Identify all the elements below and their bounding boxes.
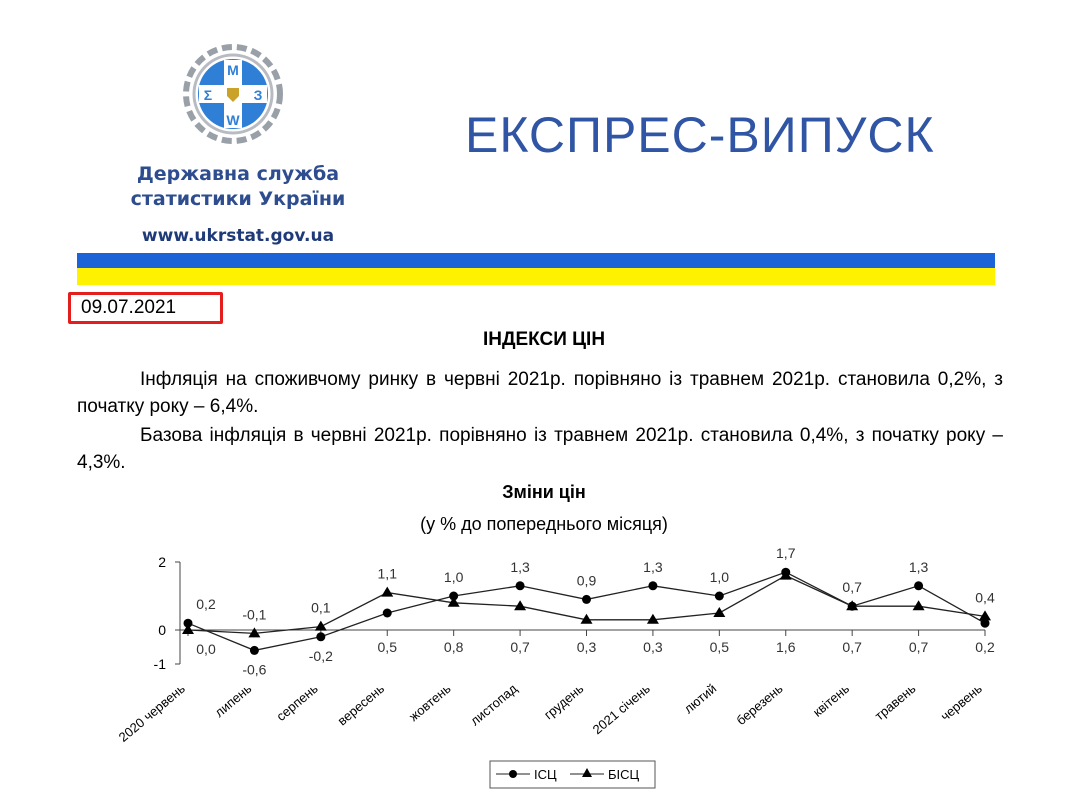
- data-label: 0,8: [444, 639, 464, 655]
- x-tick-label: лютий: [681, 681, 719, 717]
- data-point-triangle: [580, 613, 593, 624]
- chart-title: Зміни цін: [502, 482, 586, 502]
- data-label: 0,9: [577, 572, 597, 588]
- data-label: 1,6: [776, 639, 796, 655]
- org-name-line2: статистики України: [130, 188, 346, 210]
- data-label: 0,7: [909, 639, 929, 655]
- legend-marker-triangle: [582, 768, 592, 777]
- data-point-triangle: [846, 600, 859, 611]
- data-label: 0,7: [510, 639, 530, 655]
- data-point-circle: [382, 608, 392, 618]
- data-point-triangle: [314, 620, 327, 631]
- data-point-circle: [980, 618, 990, 628]
- data-label: 0,7: [842, 579, 862, 595]
- data-label: 0,2: [975, 639, 995, 655]
- paragraph-core-inflation: Базова інфляція в червні 2021р. порівнян…: [77, 425, 1003, 473]
- x-tick-label: жовтень: [406, 681, 454, 724]
- data-point-circle: [714, 591, 724, 601]
- legend-label-bisc: БІСЦ: [608, 767, 640, 782]
- svg-text:З: З: [254, 87, 263, 103]
- x-tick-label: липень: [212, 681, 255, 720]
- data-label: 1,0: [444, 569, 464, 585]
- data-point-circle: [449, 591, 459, 601]
- data-label: 1,3: [643, 559, 663, 575]
- x-tick-label: листопад: [467, 681, 520, 729]
- data-point-triangle: [514, 600, 527, 611]
- data-point-triangle: [912, 600, 925, 611]
- website-link[interactable]: www.ukrstat.gov.ua: [141, 226, 335, 246]
- data-label: 0,5: [378, 639, 398, 655]
- data-label: 0,7: [842, 639, 862, 655]
- y-tick-label: 2: [158, 554, 166, 570]
- x-tick-label: червень: [938, 681, 985, 724]
- svg-text:Σ: Σ: [204, 87, 212, 103]
- legend-marker-circle: [509, 770, 517, 778]
- data-point-circle: [914, 581, 924, 591]
- x-tick-label: вересень: [335, 681, 388, 729]
- org-name-line1: Державна служба: [136, 163, 340, 185]
- data-point-circle: [249, 645, 259, 655]
- data-label: -0,6: [242, 661, 266, 677]
- data-label: 0,4: [975, 589, 995, 605]
- x-tick-label: серпень: [273, 681, 320, 724]
- data-label: 0,2: [196, 596, 216, 612]
- data-label: 1,1: [378, 566, 398, 582]
- data-label: 0,5: [710, 639, 730, 655]
- data-point-circle: [316, 632, 326, 642]
- flag-stripe-yellow: [77, 268, 995, 285]
- data-label: 1,3: [909, 559, 929, 575]
- x-tick-label: 2021 січень: [590, 681, 653, 738]
- legend-label-isc: ІСЦ: [534, 767, 557, 782]
- data-label: -0,2: [309, 648, 333, 664]
- svg-text:W: W: [226, 112, 240, 128]
- svg-text:M: M: [227, 62, 239, 78]
- x-tick-label: грудень: [541, 681, 587, 723]
- data-point-triangle: [447, 596, 460, 607]
- data-label: -0,1: [242, 606, 266, 622]
- y-tick-label: 0: [158, 622, 166, 638]
- flag-stripe-blue: [77, 253, 995, 268]
- y-tick-label: -1: [154, 656, 167, 672]
- x-tick-label: квітень: [810, 681, 852, 720]
- data-label: 0,3: [577, 639, 597, 655]
- headline: ЕКСПРЕС-ВИПУСК: [465, 107, 935, 163]
- data-point-triangle: [182, 624, 194, 634]
- price-change-chart: -1 0 2 2020 червень липень серпень вересень жов…: [116, 545, 995, 789]
- data-label: 1,7: [776, 545, 796, 561]
- data-point-triangle: [646, 613, 659, 624]
- x-tick-label: березень: [733, 681, 785, 728]
- data-label: 1,3: [510, 559, 530, 575]
- data-point-triangle: [248, 627, 261, 638]
- chart-subtitle: (у % до попереднього місяця): [420, 514, 668, 534]
- data-point-triangle: [381, 586, 394, 597]
- data-label: 0,3: [643, 639, 663, 655]
- data-point-triangle: [779, 569, 792, 580]
- data-point-circle: [515, 581, 525, 591]
- data-label: 1,0: [710, 569, 730, 585]
- data-point-triangle: [713, 607, 726, 617]
- ukrstat-logo: M W Σ З: [183, 44, 283, 144]
- paragraph-inflation: Інфляція на споживчому ринку в червні 20…: [77, 369, 1003, 417]
- release-date: 09.07.2021: [68, 292, 223, 324]
- data-point-triangle: [979, 610, 991, 621]
- data-point-circle: [582, 594, 591, 604]
- document-title: ІНДЕКСИ ЦІН: [482, 329, 606, 350]
- x-tick-label: 2020 червень: [116, 681, 188, 745]
- data-point-circle: [648, 581, 658, 591]
- data-point-circle: [183, 618, 193, 628]
- data-label: 0,0: [196, 641, 216, 657]
- x-tick-label: травень: [872, 681, 919, 724]
- data-label: 0,1: [311, 600, 331, 616]
